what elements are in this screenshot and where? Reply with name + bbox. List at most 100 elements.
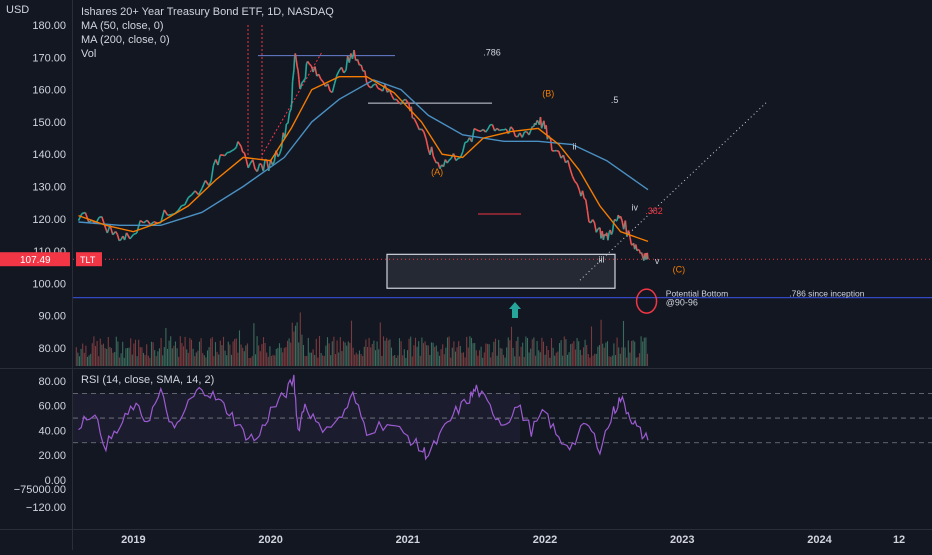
rsi-legend[interactable]: RSI (14, close, SMA, 14, 2) — [81, 374, 214, 386]
volume-bar — [487, 344, 488, 366]
volume-bar — [119, 357, 120, 366]
volume-bar — [433, 343, 434, 366]
volume-bar — [420, 356, 421, 366]
volume-bar — [543, 342, 544, 366]
volume-bar — [159, 348, 160, 366]
volume-bar — [417, 347, 418, 366]
volume-bar — [541, 338, 542, 366]
volume-bar — [145, 355, 146, 366]
volume-bar — [601, 320, 602, 366]
volume-bar — [437, 352, 438, 366]
volume-bar — [580, 350, 581, 366]
volume-bar — [109, 347, 110, 366]
volume-bar — [639, 353, 640, 366]
volume-bar — [615, 355, 616, 366]
volume-bar — [385, 341, 386, 366]
volume-bar — [644, 338, 645, 366]
volume-bar — [468, 348, 469, 366]
time-axis-tick: 2020 — [258, 534, 282, 546]
volume-bar — [132, 355, 133, 366]
volume-bar — [484, 353, 485, 366]
volume-bar — [218, 354, 219, 366]
volume-bar — [161, 338, 162, 366]
price-candle — [302, 82, 303, 83]
volume-bar — [397, 355, 398, 366]
volume-bar — [181, 343, 182, 366]
volume-bar — [458, 341, 459, 366]
volume-bar — [393, 356, 394, 366]
volume-bar — [309, 353, 310, 366]
price-candle — [297, 66, 298, 70]
volume-bar — [519, 356, 520, 366]
volume-bar — [428, 345, 429, 366]
volume-bar — [485, 344, 486, 366]
rsi-axis-tick: −75000.00 — [14, 484, 66, 496]
volume-bar — [573, 341, 574, 366]
volume-bar — [209, 347, 210, 366]
volume-bar — [372, 344, 373, 366]
annotation-label: iii — [599, 254, 605, 264]
volume-bar — [412, 356, 413, 366]
chart-title[interactable]: Ishares 20+ Year Treasury Bond ETF, 1D, … — [81, 5, 334, 19]
price-candle — [630, 238, 631, 245]
annotation-label: ii — [572, 141, 576, 151]
volume-bar — [405, 358, 406, 366]
volume-bar — [388, 340, 389, 366]
volume-bar — [237, 353, 238, 366]
volume-bar — [269, 346, 270, 366]
time-axis-tick: 2019 — [121, 534, 145, 546]
volume-bar — [516, 341, 517, 366]
volume-bar — [620, 354, 621, 366]
volume-bar — [250, 358, 251, 366]
volume-bar — [137, 356, 138, 366]
volume-bar — [399, 338, 400, 366]
price-candle — [292, 82, 293, 101]
volume-bar — [415, 338, 416, 366]
volume-bar — [236, 338, 237, 366]
legend-ma200[interactable]: MA (200, close, 0) — [81, 33, 334, 47]
volume-bar — [311, 353, 312, 366]
volume-bar — [439, 356, 440, 366]
volume-bar — [298, 342, 299, 366]
volume-bar — [521, 347, 522, 366]
volume-bar — [300, 312, 301, 366]
volume-bar — [645, 337, 646, 366]
volume-bar — [575, 350, 576, 366]
volume-bar — [596, 354, 597, 366]
volume-bar — [215, 342, 216, 366]
volume-bar — [180, 336, 181, 366]
volume-bar — [330, 355, 331, 366]
volume-bar — [170, 336, 171, 366]
volume-bar — [178, 357, 179, 366]
volume-bar — [82, 344, 83, 366]
volume-bar — [463, 352, 464, 366]
volume-bar — [469, 336, 470, 366]
price-candle — [305, 64, 306, 79]
volume-bar — [508, 337, 509, 366]
volume-bar — [295, 326, 296, 366]
volume-bar — [325, 346, 326, 366]
volume-bar — [133, 343, 134, 366]
volume-bar — [162, 355, 163, 366]
volume-bar — [340, 337, 341, 366]
volume-bar — [77, 353, 78, 366]
volume-bar — [297, 322, 298, 366]
legend-volume[interactable]: Vol — [81, 47, 334, 61]
price-candle — [260, 164, 262, 165]
annotation-label: .786 — [483, 48, 501, 58]
volume-bar — [343, 341, 344, 366]
volume-bar — [271, 356, 272, 366]
volume-bar — [589, 358, 590, 366]
legend-ma50[interactable]: MA (50, close, 0) — [81, 19, 334, 33]
volume-bar — [594, 354, 595, 366]
symbol-label: TLT — [80, 255, 96, 265]
price-candle — [608, 232, 609, 240]
volume-bar — [617, 337, 618, 366]
volume-bar — [293, 332, 294, 366]
volume-bar — [421, 338, 422, 366]
volume-bar — [588, 354, 589, 366]
volume-bar — [476, 350, 477, 366]
volume-bar — [177, 348, 178, 366]
